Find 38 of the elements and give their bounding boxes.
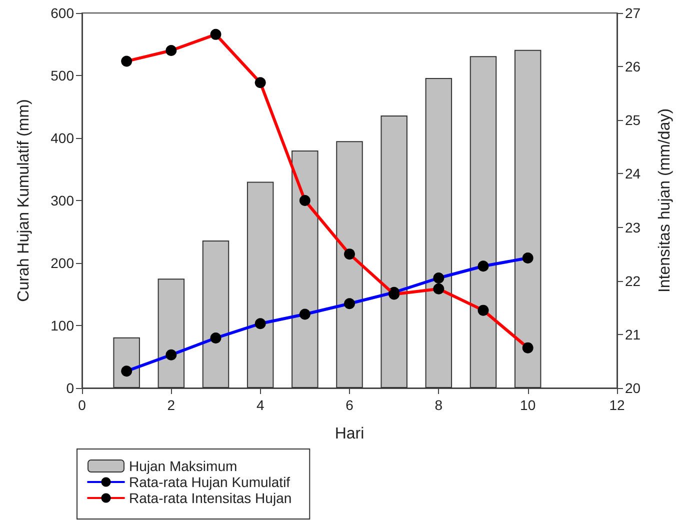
legend-label: Rata-rata Intensitas Hujan xyxy=(129,490,292,506)
y-tick-label: 300 xyxy=(50,192,74,208)
y-tick-label: 200 xyxy=(50,255,74,271)
x-axis-title: Hari xyxy=(334,426,364,442)
y2-tick-label: 24 xyxy=(625,166,641,182)
y2-tick-label: 23 xyxy=(625,219,641,236)
legend-label: Rata-rata Hujan Kumulatif xyxy=(129,474,290,490)
bar xyxy=(514,50,542,388)
y-tick-label: 500 xyxy=(50,68,74,84)
y-tick-label: 600 xyxy=(50,5,74,21)
bar xyxy=(202,240,230,388)
bar xyxy=(336,141,363,388)
bar xyxy=(470,56,497,388)
x-tick-label: 0 xyxy=(78,397,86,413)
y2-tick-label: 26 xyxy=(625,58,641,75)
bar xyxy=(425,78,452,388)
bar xyxy=(113,337,140,388)
x-tick-label: 8 xyxy=(434,397,443,413)
y-tick-label: 400 xyxy=(50,130,74,146)
x-tick-label: 10 xyxy=(520,397,536,413)
x-tick-label: 6 xyxy=(346,397,354,413)
x-tick-label: 2 xyxy=(167,397,176,413)
y2-axis-title: Intensitas hujan (mm/day) xyxy=(656,108,674,293)
y2-tick-label: 27 xyxy=(625,5,641,21)
y-axis-title: Curah Hujan Kumulatif (mm) xyxy=(16,99,32,302)
legend-label: Hujan Maksimum xyxy=(129,458,238,474)
bar xyxy=(380,116,408,388)
bar xyxy=(246,182,274,388)
y2-tick-label: 20 xyxy=(625,380,641,396)
bar xyxy=(292,150,318,388)
y2-tick-label: 25 xyxy=(625,112,641,128)
x-tick-label: 12 xyxy=(609,397,625,413)
y-tick-label: 100 xyxy=(50,318,74,334)
y2-tick-label: 21 xyxy=(625,326,641,342)
y-tick-label: 0 xyxy=(66,380,74,396)
x-tick-label: 4 xyxy=(256,397,264,413)
y2-tick-label: 22 xyxy=(625,272,641,289)
bar xyxy=(158,278,185,388)
